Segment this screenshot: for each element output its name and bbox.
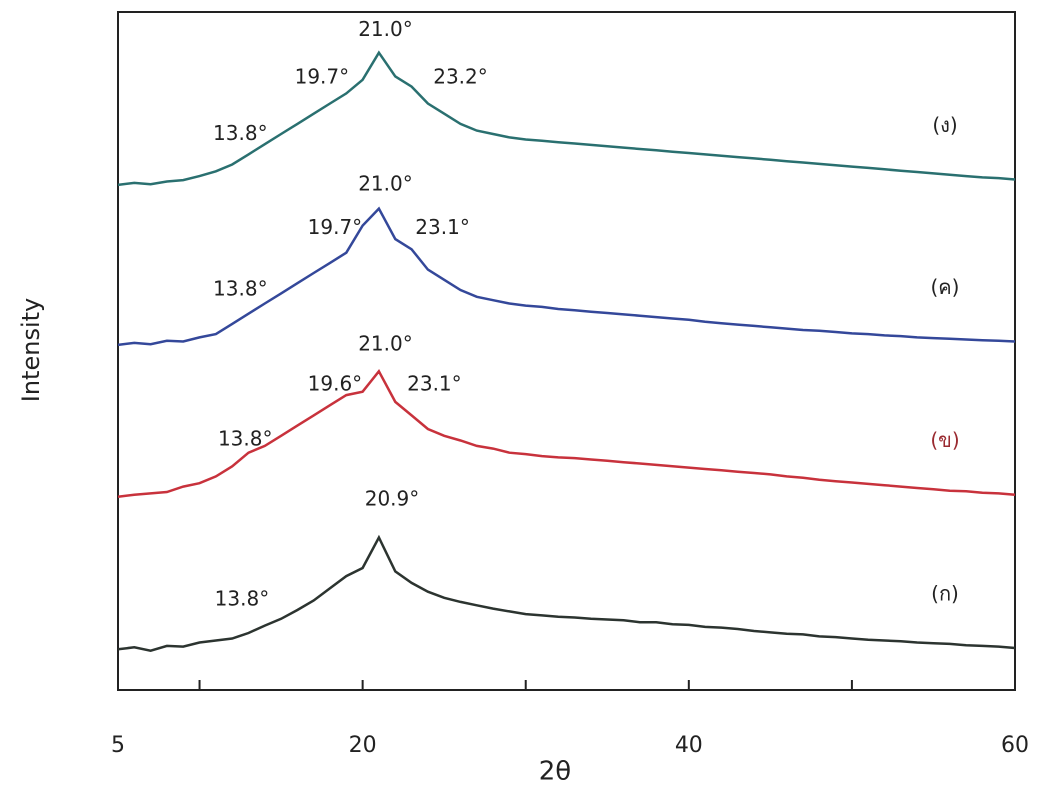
xrd-line [117, 369, 1016, 499]
x-axis-label: 2θ [539, 757, 571, 787]
peak-label: 13.8° [215, 586, 270, 610]
peak-label: 19.7° [295, 64, 350, 88]
peak-label: 23.2° [433, 64, 488, 88]
xrd-line [117, 206, 1016, 347]
peak-label: 19.7° [308, 215, 363, 239]
y-axis-label: Intensity [17, 298, 45, 402]
x-tick-label: 5 [111, 733, 125, 758]
peak-label: 23.1° [415, 215, 470, 239]
series-label: (ง) [932, 113, 957, 137]
peak-label: 21.0° [358, 17, 413, 41]
series-label: (ข) [930, 428, 959, 452]
x-tick-label: 40 [675, 733, 703, 758]
peak-label: 13.8° [218, 426, 273, 450]
peak-label: 13.8° [213, 276, 268, 300]
peak-label: 20.9° [365, 487, 420, 511]
xrd-line [117, 50, 1016, 187]
plot-frame [117, 11, 1016, 691]
x-tick-label: 20 [349, 733, 377, 758]
series-label: (ก) [931, 581, 959, 605]
peak-label: 23.1° [407, 371, 462, 395]
series-label: (ค) [931, 275, 960, 299]
peak-label: 13.8° [213, 121, 268, 145]
peak-label: 19.6° [308, 371, 363, 395]
peak-label: 21.0° [358, 331, 413, 355]
x-tick-label: 60 [1001, 733, 1029, 758]
peak-label: 21.0° [358, 171, 413, 195]
xrd-line [117, 534, 1016, 652]
